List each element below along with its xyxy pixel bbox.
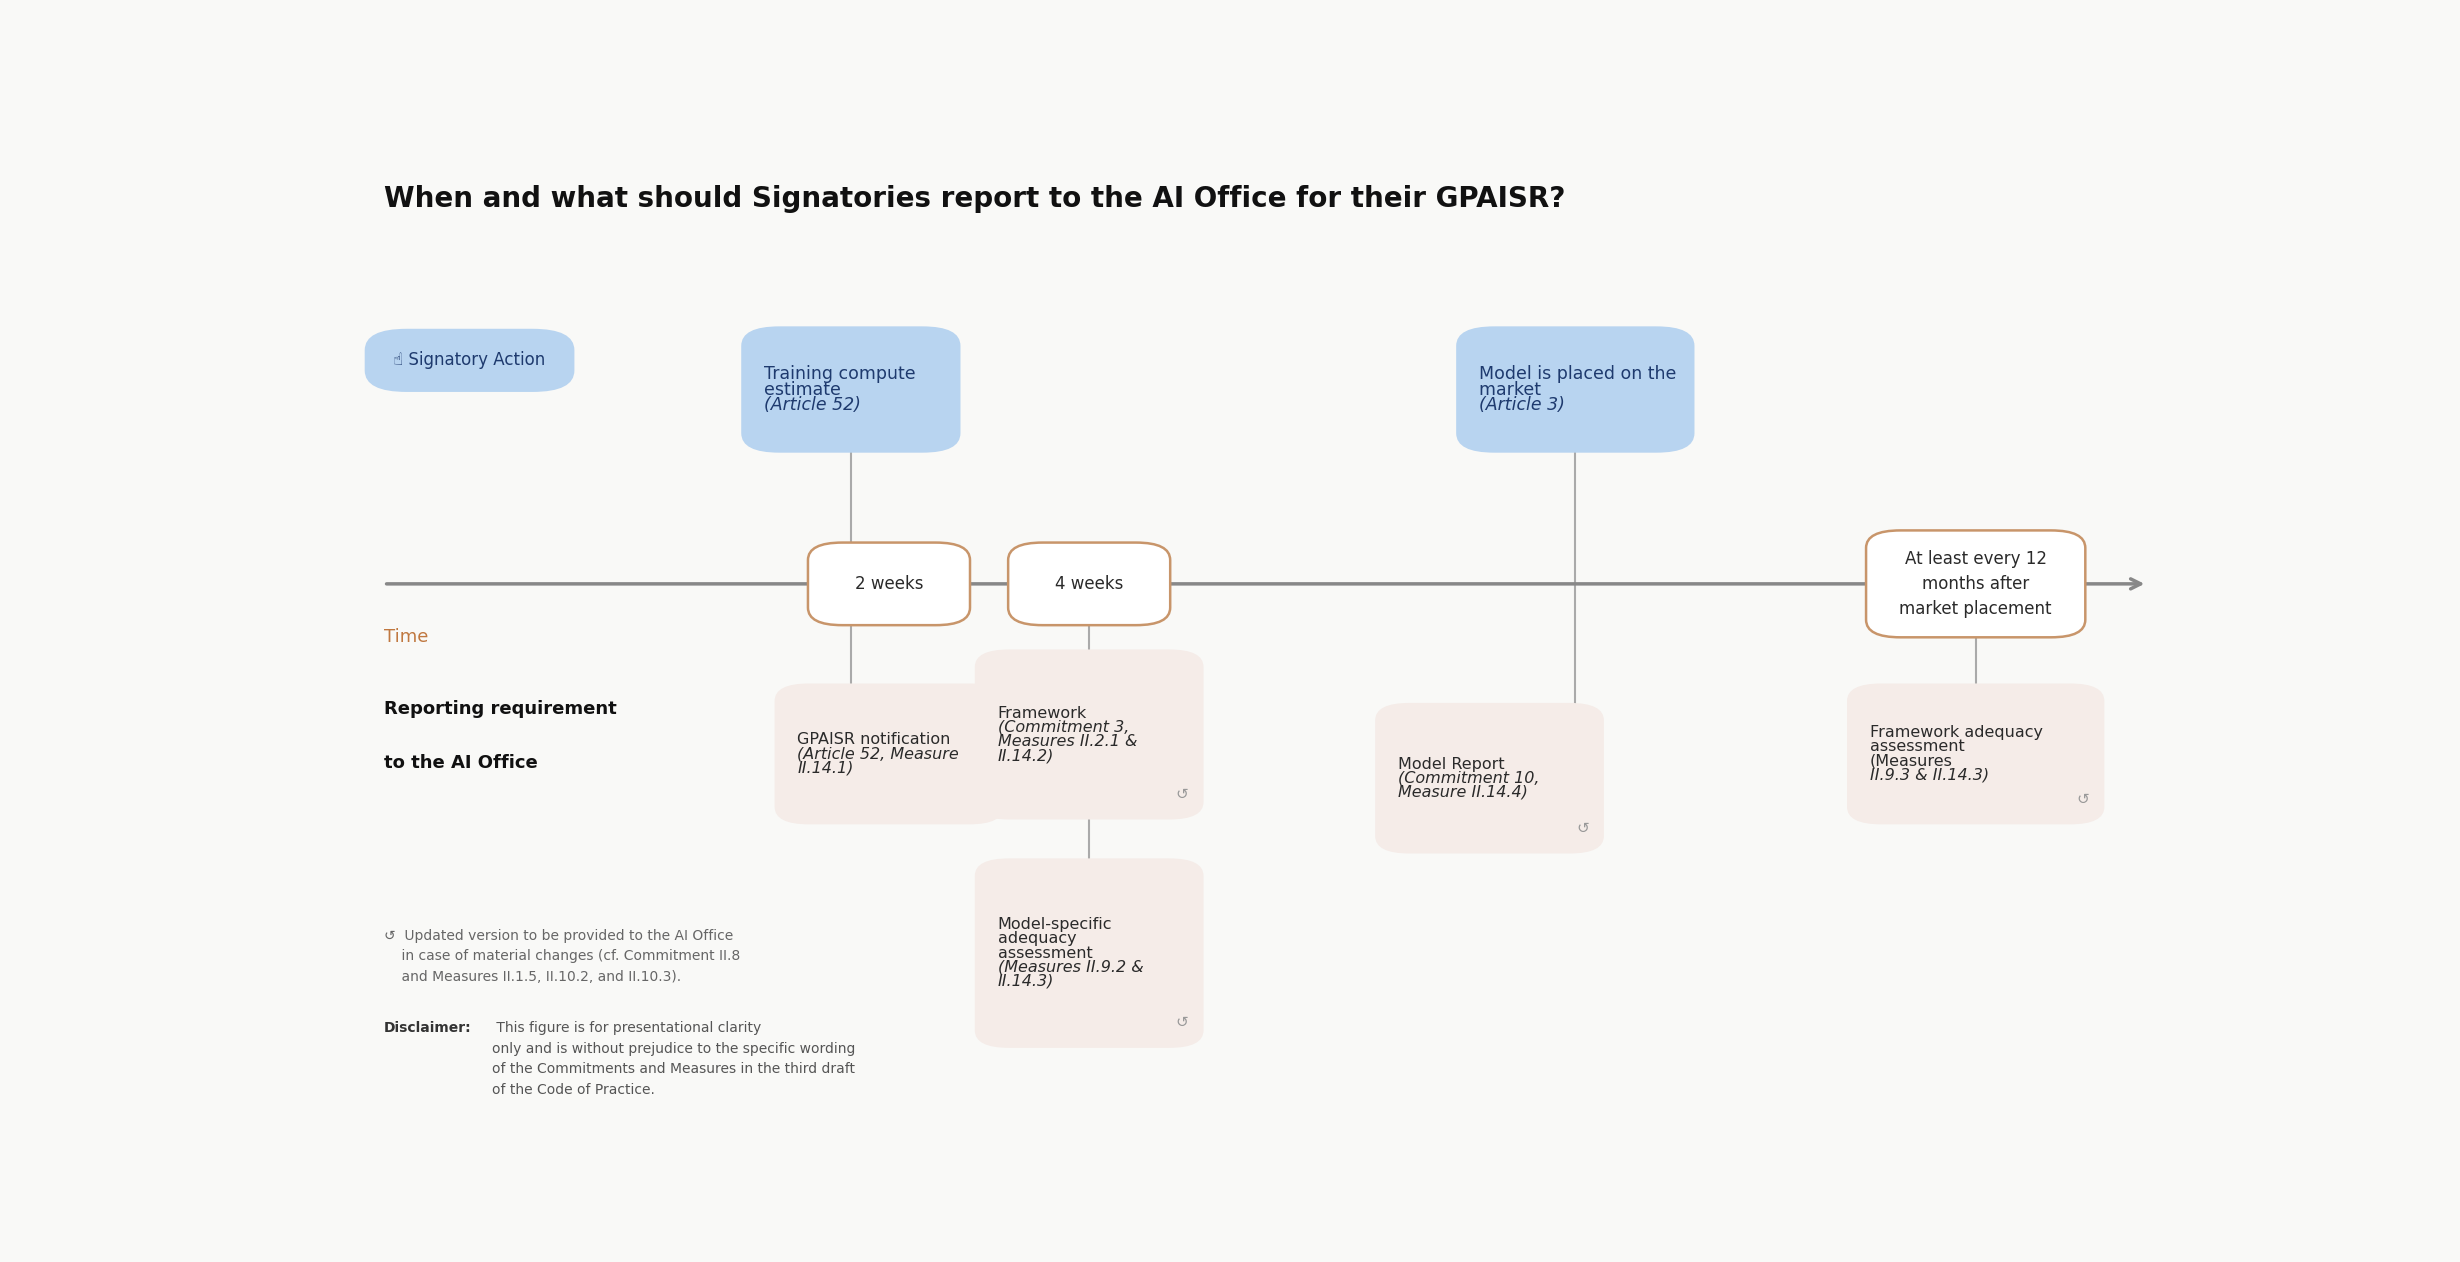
Text: assessment: assessment bbox=[999, 945, 1092, 960]
FancyBboxPatch shape bbox=[1009, 543, 1171, 625]
Text: (Article 52): (Article 52) bbox=[765, 396, 861, 414]
Text: ↺  Updated version to be provided to the AI Office
    in case of material chang: ↺ Updated version to be provided to the … bbox=[384, 929, 740, 984]
Text: Framework: Framework bbox=[999, 705, 1087, 721]
Text: 4 weeks: 4 weeks bbox=[1055, 575, 1124, 593]
Text: (Measures II.9.2 &: (Measures II.9.2 & bbox=[999, 960, 1144, 974]
Text: This figure is for presentational clarity
only and is without prejudice to the s: This figure is for presentational clarit… bbox=[492, 1021, 856, 1097]
FancyBboxPatch shape bbox=[1375, 703, 1604, 853]
FancyBboxPatch shape bbox=[775, 684, 1004, 824]
Text: ↺: ↺ bbox=[1176, 787, 1188, 803]
Text: (Article 52, Measure: (Article 52, Measure bbox=[797, 746, 959, 761]
Text: 2 weeks: 2 weeks bbox=[854, 575, 922, 593]
Text: ☝ Signatory Action: ☝ Signatory Action bbox=[394, 351, 546, 370]
FancyBboxPatch shape bbox=[807, 543, 969, 625]
Text: II.14.2): II.14.2) bbox=[999, 748, 1053, 764]
Text: (Commitment 10,: (Commitment 10, bbox=[1397, 771, 1540, 786]
Text: II.9.3 & II.14.3): II.9.3 & II.14.3) bbox=[1870, 767, 1990, 782]
Text: Measure II.14.4): Measure II.14.4) bbox=[1397, 785, 1528, 800]
Text: estimate: estimate bbox=[765, 381, 846, 399]
Text: Model-specific: Model-specific bbox=[999, 917, 1112, 933]
Text: II.14.3): II.14.3) bbox=[999, 974, 1053, 989]
Text: Model is placed on the: Model is placed on the bbox=[1478, 365, 1675, 384]
Text: ↺: ↺ bbox=[1577, 822, 1589, 835]
FancyBboxPatch shape bbox=[740, 327, 959, 453]
Text: (Article 3): (Article 3) bbox=[1478, 396, 1565, 414]
Text: ↺: ↺ bbox=[2076, 791, 2089, 806]
Text: At least every 12
months after
market placement: At least every 12 months after market pl… bbox=[1899, 550, 2052, 618]
Text: Model Report: Model Report bbox=[1397, 756, 1506, 771]
FancyBboxPatch shape bbox=[1867, 530, 2086, 637]
Text: ↺: ↺ bbox=[1176, 1016, 1188, 1030]
FancyBboxPatch shape bbox=[974, 650, 1203, 819]
Text: II.14.1): II.14.1) bbox=[797, 761, 854, 776]
Text: Training compute: Training compute bbox=[765, 365, 915, 384]
Text: market: market bbox=[1478, 381, 1547, 399]
Text: Framework adequacy: Framework adequacy bbox=[1870, 726, 2042, 741]
FancyBboxPatch shape bbox=[1847, 684, 2103, 824]
Text: Measures II.2.1 &: Measures II.2.1 & bbox=[999, 734, 1137, 750]
Text: assessment: assessment bbox=[1870, 740, 1970, 755]
Text: (Measures: (Measures bbox=[1870, 753, 1953, 769]
Text: GPAISR notification: GPAISR notification bbox=[797, 732, 952, 747]
FancyBboxPatch shape bbox=[974, 858, 1203, 1047]
FancyBboxPatch shape bbox=[364, 329, 576, 392]
Text: Disclaimer:: Disclaimer: bbox=[384, 1021, 472, 1035]
Text: When and what should Signatories report to the AI Office for their GPAISR?: When and what should Signatories report … bbox=[384, 186, 1565, 213]
Text: to the AI Office: to the AI Office bbox=[384, 753, 536, 772]
Text: Reporting requirement: Reporting requirement bbox=[384, 700, 617, 718]
FancyBboxPatch shape bbox=[1456, 327, 1695, 453]
Text: adequacy: adequacy bbox=[999, 931, 1077, 946]
Text: Time: Time bbox=[384, 627, 428, 646]
Text: (Commitment 3,: (Commitment 3, bbox=[999, 719, 1129, 734]
